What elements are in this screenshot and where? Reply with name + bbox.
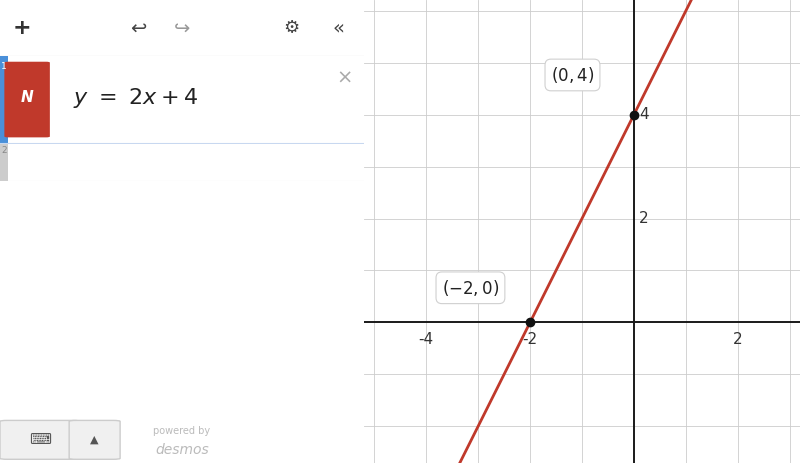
Text: -2: -2 [522, 332, 538, 347]
FancyBboxPatch shape [0, 420, 80, 459]
Text: ▲: ▲ [90, 435, 99, 445]
Text: N: N [21, 90, 34, 105]
Text: ⌨: ⌨ [29, 432, 51, 447]
Text: $(-2, 0)$: $(-2, 0)$ [442, 278, 499, 298]
Text: $y\ =\ 2x+4$: $y\ =\ 2x+4$ [73, 86, 198, 110]
Text: +: + [13, 18, 31, 38]
Text: ↪: ↪ [174, 18, 190, 38]
Text: 1: 1 [1, 62, 7, 71]
Text: ↩: ↩ [130, 18, 146, 38]
Text: -4: -4 [418, 332, 434, 347]
FancyBboxPatch shape [69, 420, 120, 459]
Text: powered by: powered by [154, 425, 210, 436]
Text: 2: 2 [1, 146, 7, 155]
Text: «: « [333, 18, 345, 38]
Text: $(0, 4)$: $(0, 4)$ [551, 65, 594, 85]
Text: 2: 2 [733, 332, 742, 347]
FancyBboxPatch shape [0, 144, 8, 181]
Text: ⚙: ⚙ [283, 19, 299, 37]
FancyBboxPatch shape [4, 62, 50, 138]
FancyBboxPatch shape [0, 56, 8, 144]
Text: ×: × [337, 69, 353, 88]
Text: 2: 2 [639, 211, 649, 226]
Text: 4: 4 [639, 107, 649, 122]
Text: desmos: desmos [155, 443, 209, 457]
